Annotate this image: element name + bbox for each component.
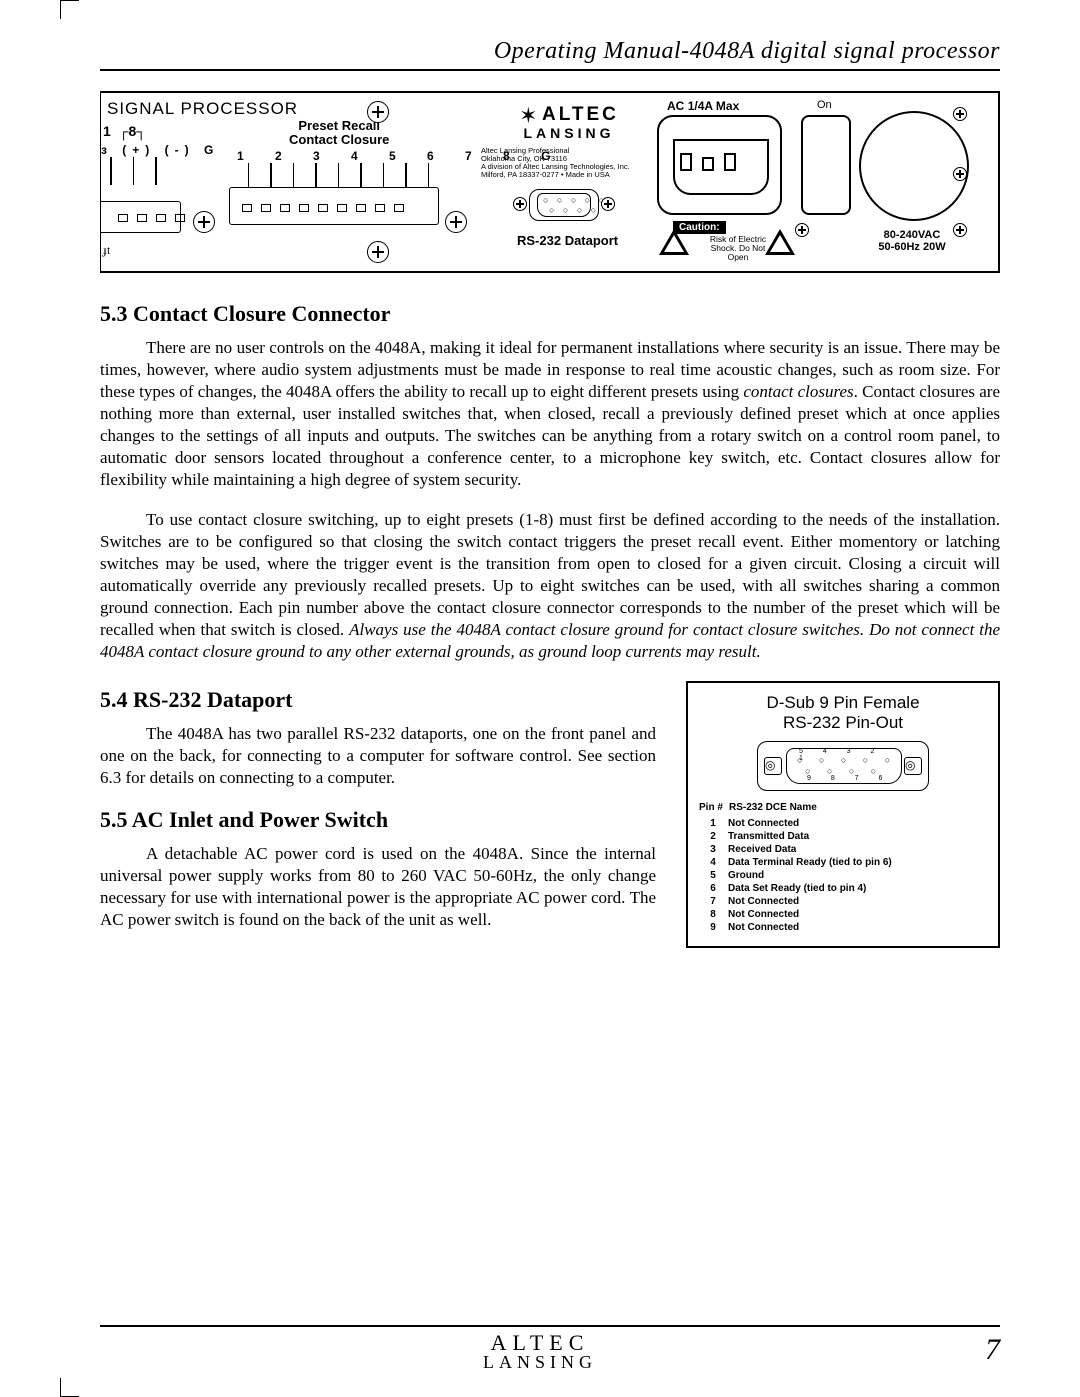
ch8-polarity-row: ɜ (+) (-) G [101,143,219,157]
crop-mark [60,0,79,19]
pinout-row: 1Not Connected [698,817,988,830]
ch8-label: 1 ┌8┐ [103,123,146,139]
cutoff-text: ɟt [103,243,110,258]
rs232-label: RS-232 Dataport [517,233,618,248]
two-column-region: 5.4 RS-232 Dataport The 4048A has two pa… [100,681,1000,949]
db9-pins-bot: ○ ○ ○ ○ [549,205,599,215]
pinout-row: 5Ground [698,869,988,882]
xlr-pins [100,157,167,185]
pinout-row: 2Transmitted Data [698,830,988,843]
db9-female-icon: ◎ 5 4 3 2 1 ○ ○ ○ ○ ○ ○ ○ ○ ○ 9 8 7 6 ◎ [757,741,929,791]
on-label: On [817,99,832,111]
warning-triangle-icon [659,229,689,255]
screw-icon [445,211,467,233]
screw-icon [367,101,389,123]
section-5-4-title: 5.4 RS-232 Dataport [100,687,656,713]
running-header: Operating Manual-4048A digital signal pr… [100,38,1000,71]
pinout-col-pin: Pin # [698,801,728,817]
screw-icon [953,107,967,121]
pinout-col-name: RS-232 DCE Name [728,801,988,817]
output-euroblock [100,201,181,233]
pinout-row: 8Not Connected [698,908,988,921]
pinout-row: 9Not Connected [698,921,988,934]
ac-label: AC ∿ 1/4A Max [667,99,739,113]
section-5-5-title: 5.5 AC Inlet and Power Switch [100,807,656,833]
screw-icon [953,223,967,237]
db9-pins-top: ○ ○ ○ ○ ○ [543,195,607,205]
pinout-title: D-Sub 9 Pin FemaleRS-232 Pin-Out [698,693,988,733]
screw-icon [193,211,215,233]
section-5-4-body: The 4048A has two parallel RS-232 datapo… [100,723,656,789]
caution-text: Risk of Electric Shock. Do Not Open [703,235,773,262]
footer-brand: ALTEC LANSING [0,1330,1080,1373]
footer-rule [100,1325,1000,1327]
fuse-holder-icon [859,111,969,221]
pinout-bot-numbers: 9 8 7 6 [807,775,891,782]
preset-recall-label: Preset RecallContact Closure [289,119,389,147]
pinout-table: Pin # RS-232 DCE Name 1Not Connected2Tra… [698,801,988,934]
voltage-label: 80-240VAC50-60Hz 20W [857,229,967,253]
section-5-5-body: A detachable AC power cord is used on th… [100,843,656,931]
page: Operating Manual-4048A digital signal pr… [0,0,1080,1397]
iec-inlet-icon [657,115,782,215]
section-5-3-title: 5.3 Contact Closure Connector [100,301,1000,327]
screw-icon [795,223,809,237]
jackscrew-icon: ◎ [904,757,922,775]
power-switch-icon [801,115,851,215]
rs232-pinout-box: D-Sub 9 Pin FemaleRS-232 Pin-Out ◎ 5 4 3… [686,681,1000,948]
warning-triangle-icon [765,229,795,255]
pinout-row: 3Received Data [698,843,988,856]
section-5-3-body: There are no user controls on the 4048A,… [100,337,1000,663]
screw-icon [601,197,615,211]
pinout-row: 7Not Connected [698,895,988,908]
brand-fine-print: Altec Lansing Professional Oklahoma City… [481,147,661,179]
brand-logo: ✶ ALTEC LANSING [489,103,649,141]
pinout-row: 6Data Set Ready (tied to pin 4) [698,882,988,895]
pinout-top-circles: ○ ○ ○ ○ ○ [797,755,897,765]
panel-title: SIGNAL PROCESSOR [107,99,298,119]
screw-icon [953,167,967,181]
crop-mark [60,1378,79,1397]
jackscrew-icon: ◎ [764,757,782,775]
screw-icon [513,197,527,211]
page-number: 7 [985,1333,1000,1367]
contact-closure-euroblock [229,187,439,225]
rear-panel-diagram: SIGNAL PROCESSOR 1 ┌8┐ ɜ (+) (-) G Prese… [100,91,1000,273]
pinout-row: 4Data Terminal Ready (tied to pin 6) [698,856,988,869]
screw-icon [367,241,389,263]
